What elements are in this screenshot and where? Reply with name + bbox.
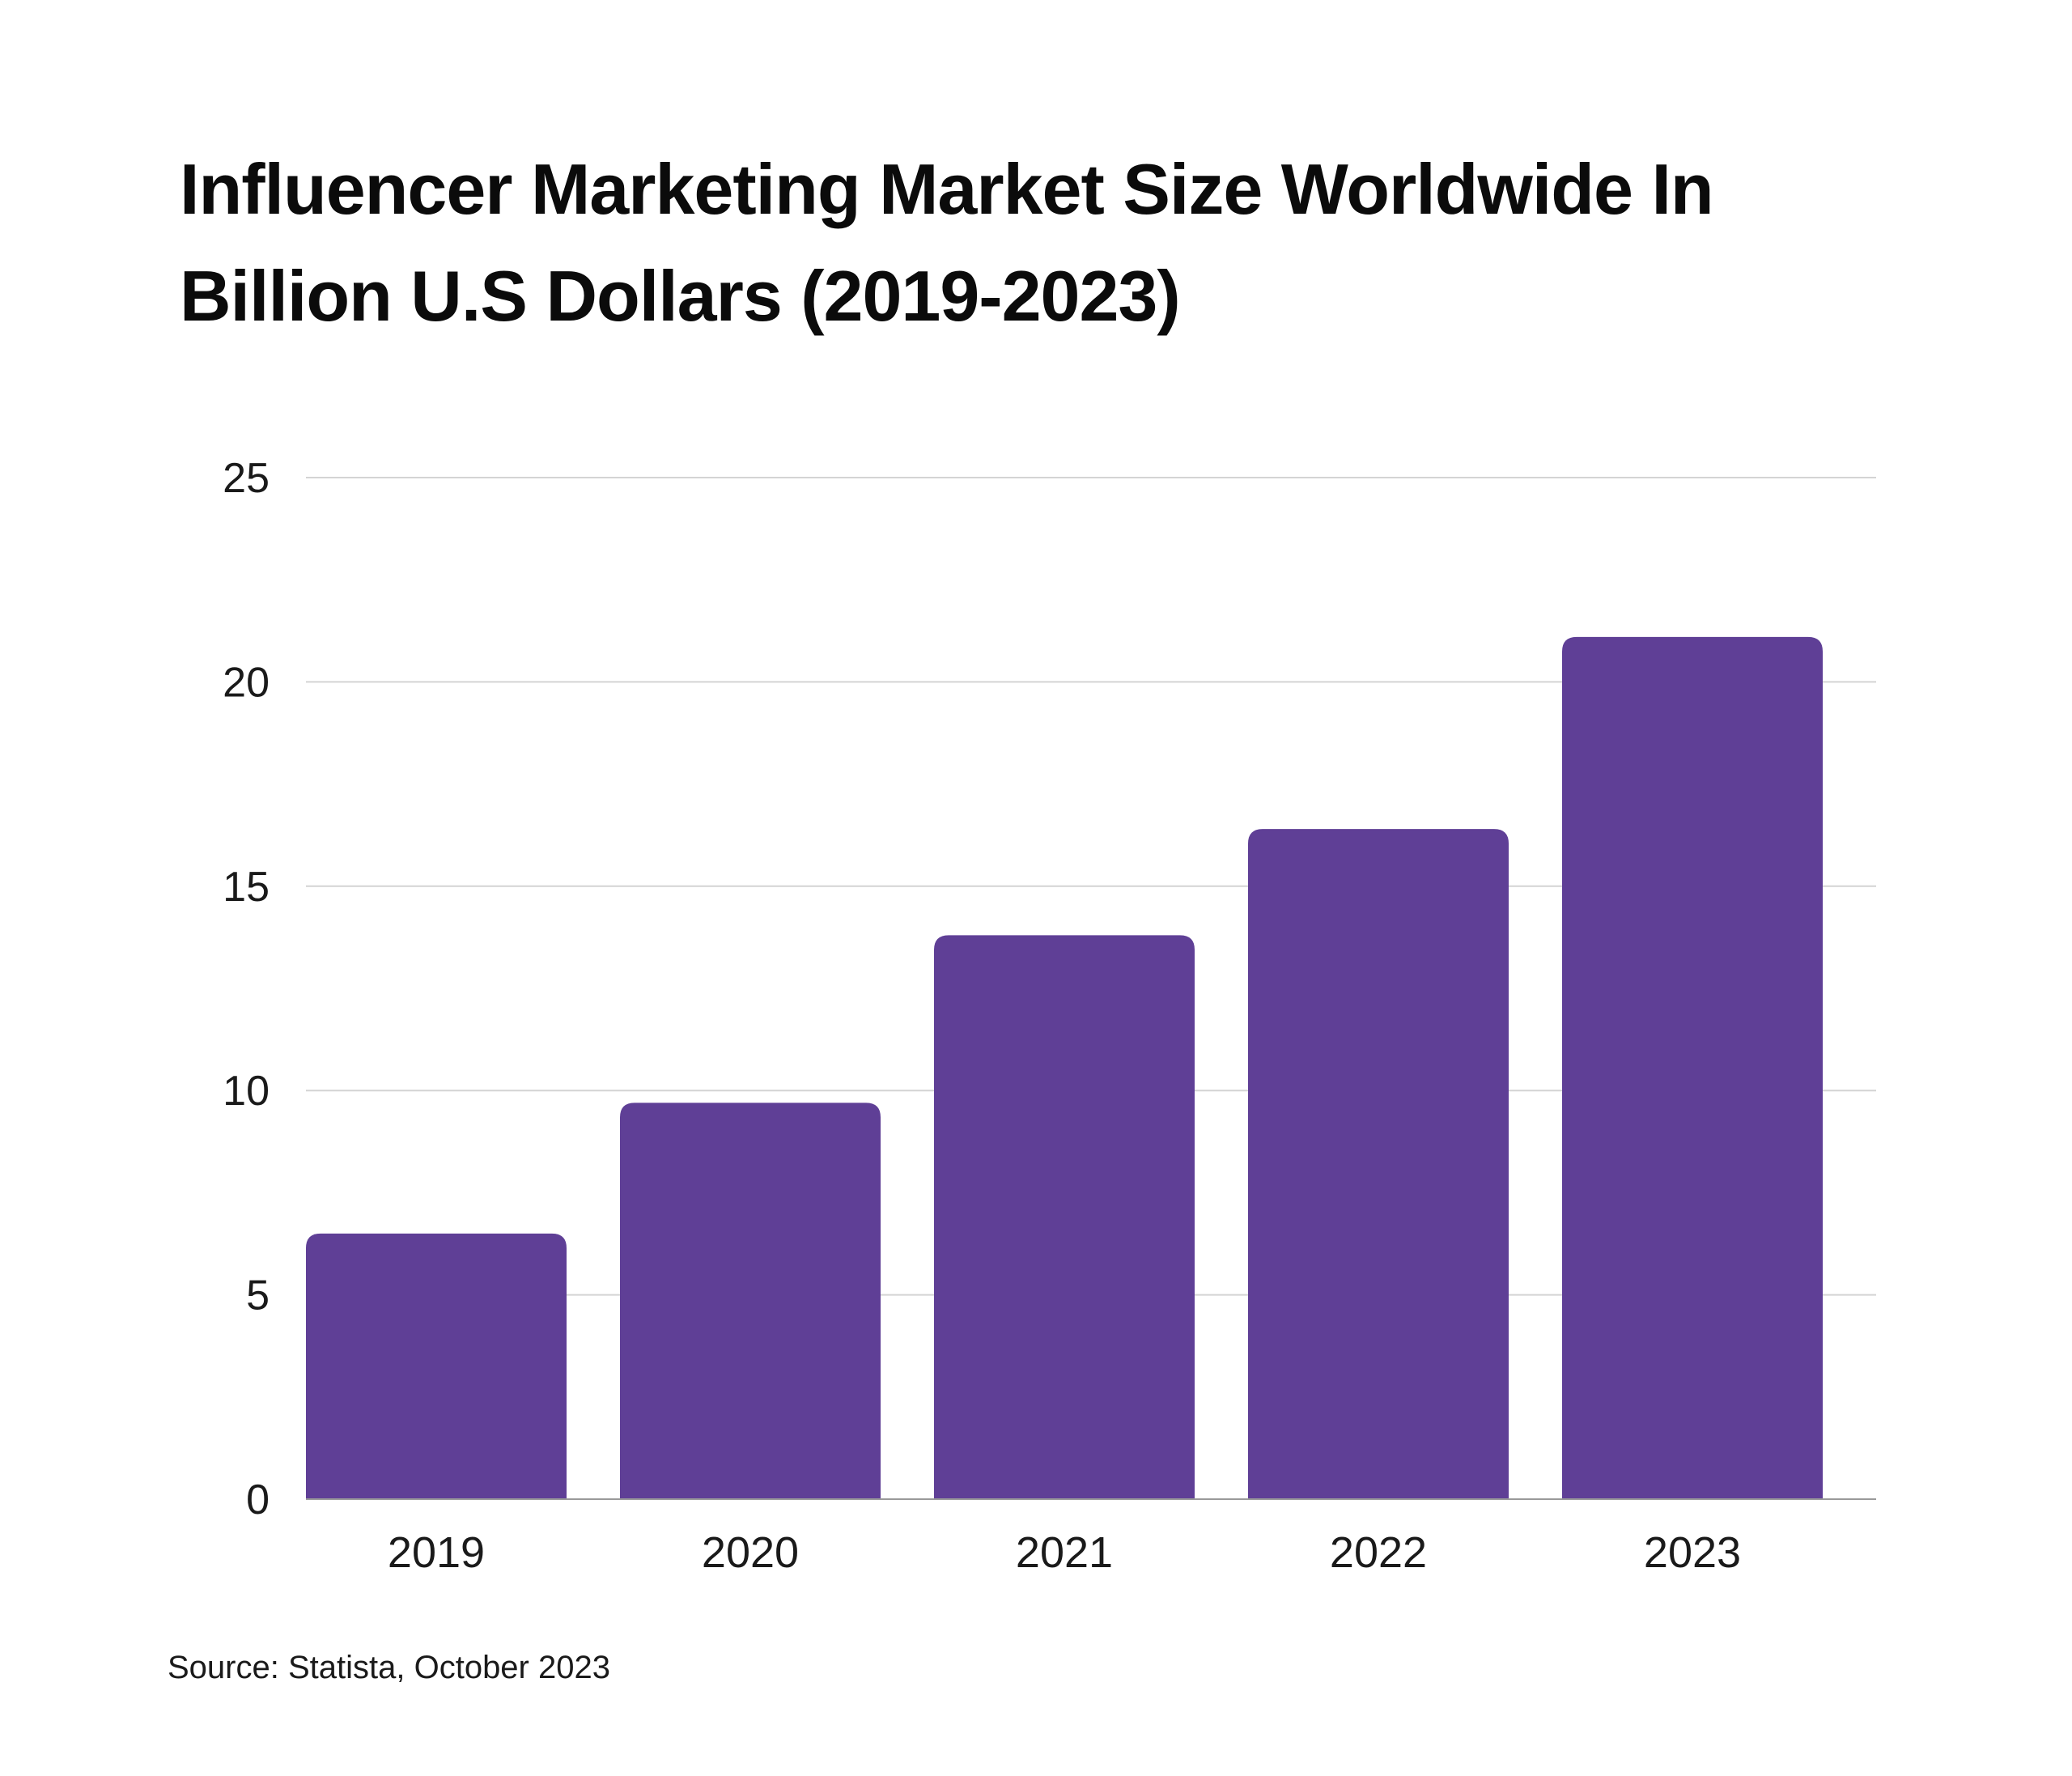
x-category-label: 2021 [1016,1528,1113,1577]
x-category-label: 2022 [1330,1528,1427,1577]
bar-2022 [1248,829,1509,1499]
bar-2019 [306,1233,567,1499]
bar-2023 [1562,636,1823,1499]
x-axis-category-labels: 2019 2020 2021 2022 2023 [388,1528,1741,1577]
x-category-label: 2023 [1644,1528,1741,1577]
bars [306,636,1823,1499]
y-tick-label: 15 [223,864,270,911]
y-tick-label: 20 [223,659,270,706]
chart-title: Influencer Marketing Market Size Worldwi… [180,149,1714,336]
y-axis-tick-labels: 0 5 10 15 20 25 [223,455,270,1523]
x-category-label: 2019 [388,1528,485,1577]
y-tick-label: 5 [246,1273,270,1319]
y-tick-label: 10 [223,1068,270,1115]
source-note: Source: Statista, October 2023 [168,1650,610,1685]
bar-2021 [934,935,1195,1499]
bar-2020 [620,1103,881,1499]
y-tick-label: 0 [246,1476,270,1523]
y-tick-label: 25 [223,455,270,502]
x-category-label: 2020 [702,1528,799,1577]
